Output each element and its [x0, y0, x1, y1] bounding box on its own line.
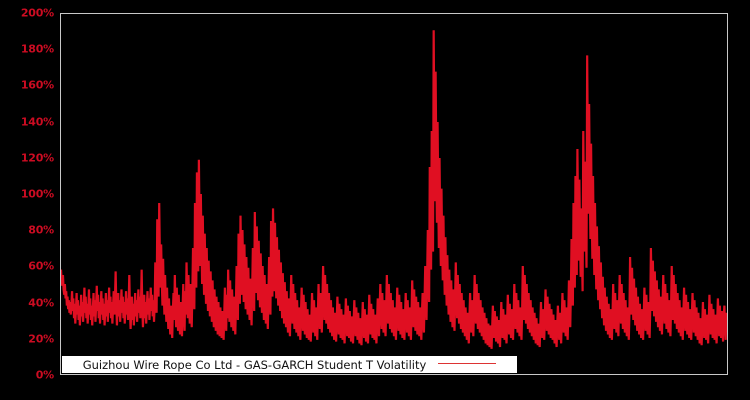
chart-legend[interactable]: Guizhou Wire Rope Co Ltd - GAS-GARCH Stu… — [62, 356, 517, 373]
legend-label: Guizhou Wire Rope Co Ltd - GAS-GARCH Stu… — [82, 357, 427, 372]
y-axis: 0% 20% 40% 60% 80% 100% 120% 140% 160% 180% 200% — [0, 0, 60, 400]
y-axis-tick-label: 80% — [28, 223, 54, 237]
y-axis-tick-label: 200% — [20, 6, 54, 20]
plot-area — [61, 14, 727, 374]
y-axis-tick-label: 100% — [20, 187, 54, 201]
y-axis-tick-label: 20% — [28, 332, 54, 346]
y-axis-tick-label: 0% — [35, 368, 54, 382]
y-axis-tick-label: 120% — [20, 151, 54, 165]
plot-frame — [60, 13, 728, 375]
volatility-series — [61, 14, 727, 374]
y-axis-tick-label: 140% — [20, 115, 54, 129]
y-axis-tick-label: 180% — [20, 42, 54, 56]
series-line — [61, 30, 727, 349]
legend-line-swatch — [438, 363, 497, 364]
y-axis-tick-label: 60% — [28, 259, 54, 273]
y-axis-tick-label: 40% — [28, 296, 54, 310]
y-axis-tick-label: 160% — [20, 78, 54, 92]
